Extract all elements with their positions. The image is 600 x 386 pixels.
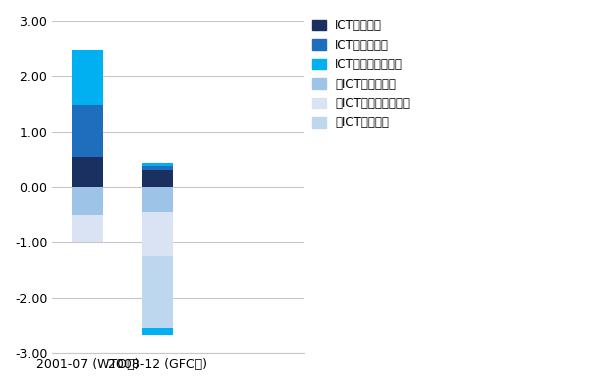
Legend: ICT生産産業, ICT利用製造業, ICT利用サービス業, 非ICT利用製造業, 非ICT利用サービス業, 非ICT他の産業: ICT生産産業, ICT利用製造業, ICT利用サービス業, 非ICT利用製造業…: [307, 14, 415, 134]
Bar: [142, 328, 173, 335]
Bar: [142, 171, 173, 187]
Bar: [71, 157, 103, 187]
Bar: [71, 187, 103, 215]
Bar: [71, 215, 103, 242]
Bar: [142, 212, 173, 256]
Bar: [142, 166, 173, 171]
Bar: [142, 163, 173, 166]
Bar: [71, 50, 103, 105]
Bar: [142, 256, 173, 328]
Bar: [142, 187, 173, 212]
Bar: [71, 105, 103, 157]
